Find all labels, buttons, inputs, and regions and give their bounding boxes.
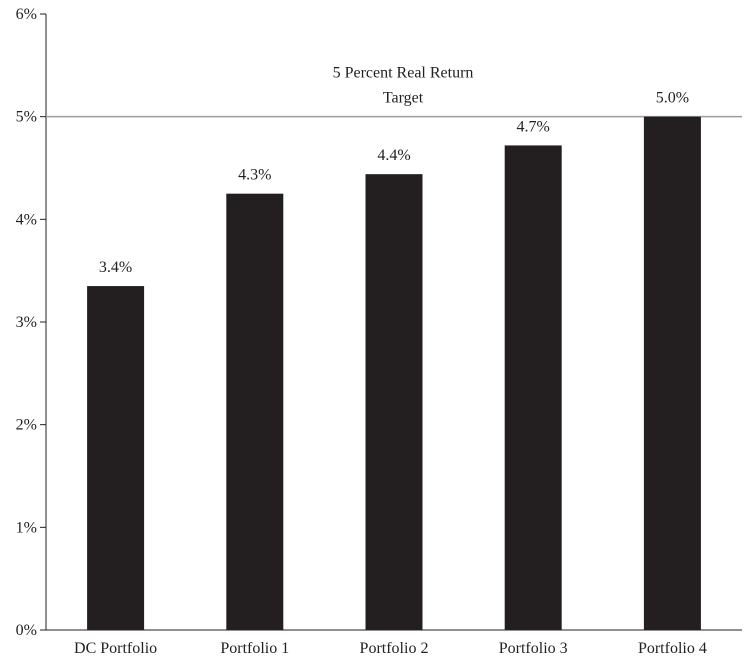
x-tick-label: Portfolio 4 xyxy=(638,640,707,657)
axis-layer: 0% 1% 2% 3% 4% 5% 6% xyxy=(16,6,742,639)
x-tick-labels-layer: DC Portfolio Portfolio 1 Portfolio 2 Portfo… xyxy=(74,640,707,657)
bar-dc-portfolio xyxy=(87,286,145,630)
y-tick-label: 3% xyxy=(16,314,37,331)
bar-portfolio-4 xyxy=(643,116,701,630)
bar-portfolio-2 xyxy=(365,174,423,630)
bar-value-label: 4.4% xyxy=(377,147,410,164)
target-label-line-1: 5 Percent Real Return xyxy=(333,65,474,82)
bar-portfolio-1 xyxy=(226,193,284,630)
x-tick-label: Portfolio 2 xyxy=(360,640,429,657)
data-labels-layer: 3.4% 4.3% 4.4% 4.7% 5.0% xyxy=(99,90,689,276)
target-layer: 5 Percent Real Return Target xyxy=(46,65,742,118)
bar-portfolio-3 xyxy=(504,145,562,630)
bars-layer xyxy=(87,116,701,630)
y-tick-label: 1% xyxy=(16,519,37,536)
y-tick-label: 6% xyxy=(16,6,37,23)
bar-value-label: 5.0% xyxy=(656,90,689,107)
bar-value-label: 4.3% xyxy=(238,167,271,184)
y-tick-label: 4% xyxy=(16,211,37,228)
x-tick-label: DC Portfolio xyxy=(74,640,157,657)
y-tick-label: 5% xyxy=(16,109,37,126)
bar-value-label: 4.7% xyxy=(517,118,550,135)
x-tick-label: Portfolio 1 xyxy=(220,640,289,657)
target-label-line-2: Target xyxy=(383,90,424,107)
bar-value-label: 3.4% xyxy=(99,259,132,276)
y-tick-label: 2% xyxy=(16,417,37,434)
x-tick-label: Portfolio 3 xyxy=(499,640,568,657)
y-tick-label: 0% xyxy=(16,622,37,639)
